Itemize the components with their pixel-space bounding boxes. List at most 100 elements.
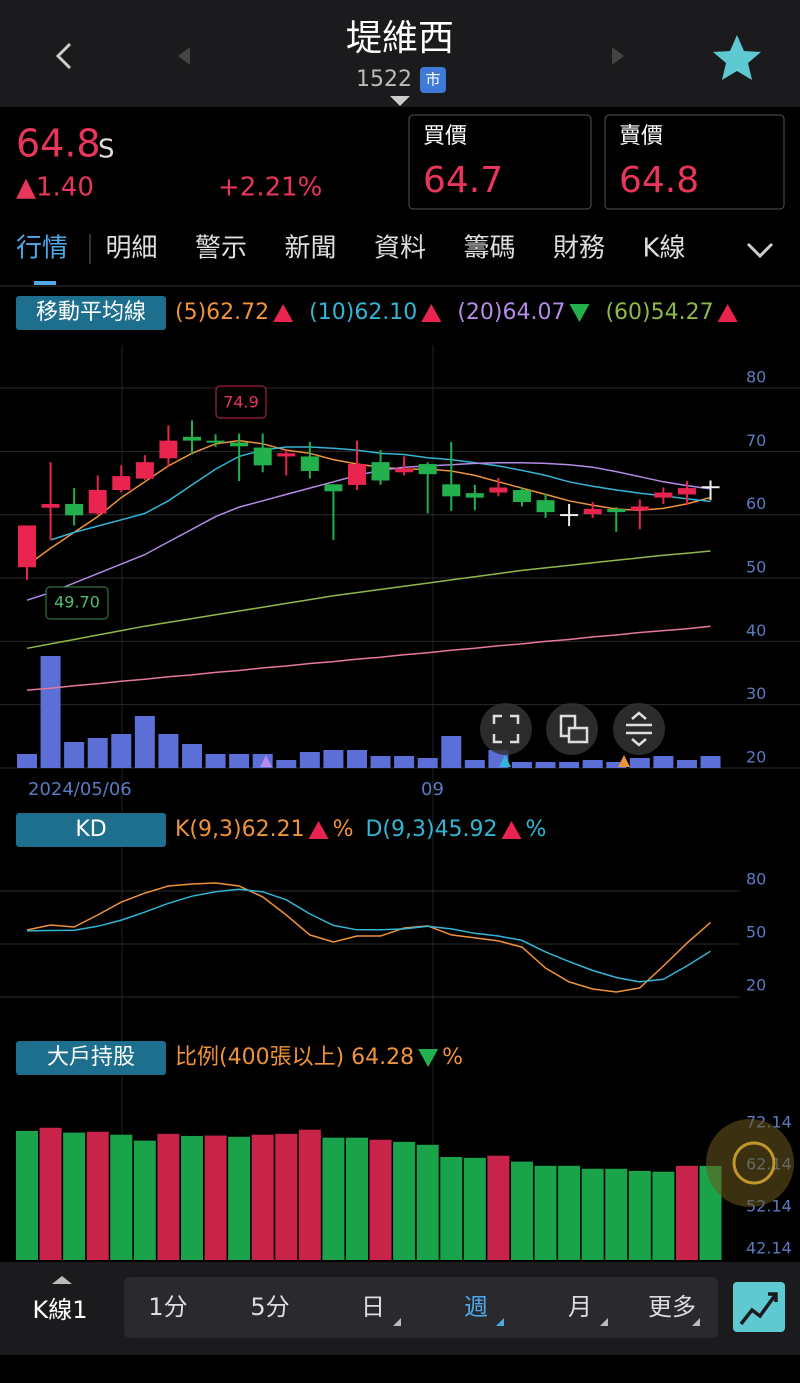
candle-body bbox=[607, 509, 626, 513]
candle-body bbox=[536, 500, 555, 513]
candle-body bbox=[65, 503, 84, 516]
tab-more[interactable] bbox=[746, 242, 774, 259]
annotation-box bbox=[215, 385, 267, 419]
legend-item: (5)62.72 bbox=[175, 300, 269, 325]
ma-line bbox=[26, 550, 711, 650]
volume-bar bbox=[64, 742, 85, 768]
tab[interactable]: K線 bbox=[643, 234, 686, 264]
holder-bar bbox=[39, 1127, 62, 1260]
period-items: 1分 5分 日 週 月 更多 bbox=[148, 1293, 700, 1326]
floating-button[interactable] bbox=[706, 1119, 794, 1207]
holder-bar bbox=[628, 1170, 651, 1260]
period-option[interactable]: 更多 bbox=[648, 1293, 696, 1321]
holder-bar bbox=[675, 1165, 698, 1260]
volume-bar bbox=[346, 750, 367, 768]
period-option[interactable]: 週 bbox=[464, 1293, 488, 1321]
holder-bar bbox=[251, 1134, 274, 1260]
bid: 64.7 bbox=[423, 160, 503, 201]
holder-bar bbox=[157, 1133, 180, 1260]
fullscreen-button[interactable] bbox=[480, 703, 532, 755]
tab[interactable]: 行情 bbox=[16, 234, 68, 264]
bid-label: 買價 bbox=[423, 124, 467, 149]
holder-bar bbox=[180, 1135, 203, 1260]
volume-bar bbox=[87, 738, 108, 768]
chart-tools bbox=[480, 703, 665, 755]
holder-bar bbox=[110, 1134, 133, 1260]
tab[interactable]: 警示 bbox=[195, 234, 247, 264]
tab[interactable]: 資料 bbox=[374, 234, 426, 264]
y-tick-label: 80 bbox=[746, 368, 766, 387]
dropdown-caret[interactable] bbox=[390, 96, 410, 106]
period-option[interactable]: 日 bbox=[361, 1293, 385, 1321]
period-caret bbox=[393, 1318, 401, 1326]
candle-body bbox=[253, 447, 272, 466]
signal-marker bbox=[260, 755, 272, 767]
toolbar-title[interactable]: K線1 bbox=[32, 1296, 87, 1324]
candle-body bbox=[347, 464, 366, 485]
panel-label: KD bbox=[75, 817, 106, 842]
volume-bar bbox=[582, 760, 603, 768]
fullscreen-icon bbox=[492, 714, 520, 744]
signal-marker bbox=[618, 755, 630, 767]
volume-bar bbox=[559, 762, 580, 768]
chart-type-icon bbox=[739, 1292, 778, 1326]
favorite-star[interactable] bbox=[713, 35, 761, 80]
period-option[interactable]: 月 bbox=[568, 1293, 592, 1321]
bid-box bbox=[408, 114, 592, 210]
prev-stock[interactable] bbox=[178, 47, 190, 65]
candle-body bbox=[112, 476, 131, 491]
candle-body bbox=[182, 436, 201, 441]
volume-bar bbox=[158, 734, 179, 768]
volume-bar bbox=[229, 754, 250, 768]
kd-chart: KD K(9,3)62.21% D(9,3)45.92 % 80 50 20 bbox=[0, 813, 766, 998]
candle-body bbox=[442, 484, 461, 497]
y-tick-label: 20 bbox=[746, 748, 766, 767]
x-label: 2024/05/06 bbox=[28, 779, 132, 800]
volume-bar bbox=[700, 756, 721, 768]
tab[interactable]: 明細 bbox=[106, 234, 158, 264]
chart-type-button[interactable] bbox=[733, 1282, 785, 1332]
back-button[interactable] bbox=[55, 42, 72, 70]
candle-body bbox=[88, 490, 107, 514]
period-option[interactable]: 1分 bbox=[148, 1293, 187, 1321]
tab[interactable]: 籌碼 bbox=[464, 234, 516, 264]
tab[interactable]: 財務 bbox=[553, 234, 605, 264]
y-tick-label: 80 bbox=[746, 869, 766, 888]
toolbar-caret bbox=[52, 1276, 72, 1284]
market-badge-text: 市 bbox=[425, 71, 440, 89]
panel-label: 移動平均線 bbox=[36, 300, 146, 325]
trend-arrow bbox=[421, 304, 442, 322]
candle-body bbox=[512, 490, 531, 503]
period-bar bbox=[124, 1277, 718, 1338]
holder-bar bbox=[63, 1132, 86, 1260]
volume-bar bbox=[441, 736, 462, 768]
resize-icon bbox=[626, 711, 652, 747]
holder-bar bbox=[393, 1141, 416, 1260]
annotation-low: 49.70 bbox=[54, 593, 100, 612]
next-stock[interactable] bbox=[612, 47, 624, 65]
candle-body bbox=[18, 525, 36, 568]
holder-bar bbox=[581, 1168, 604, 1260]
ask: 64.8 bbox=[619, 160, 699, 201]
tab[interactable]: 新聞 bbox=[285, 234, 337, 264]
x-label: 09 bbox=[421, 779, 444, 800]
candle-body bbox=[560, 514, 579, 517]
volume-bar bbox=[276, 760, 297, 768]
change-pct: +2.21% bbox=[218, 173, 322, 203]
volume-bar bbox=[323, 750, 344, 768]
volume-bar bbox=[653, 756, 674, 768]
holder-bar bbox=[510, 1161, 533, 1260]
legend-item: 比例(400張以上) 64.28 bbox=[175, 1045, 414, 1070]
market-badge bbox=[420, 67, 446, 93]
legend-unit: % bbox=[333, 817, 354, 842]
legend-item: (10)62.10 bbox=[309, 300, 417, 325]
header-bg bbox=[0, 0, 800, 107]
volume-bar bbox=[299, 752, 320, 768]
y-tick-label: 42.14 bbox=[746, 1238, 792, 1257]
tab-bar: 行情明細警示新聞資料籌碼財務K線討論 bbox=[16, 234, 784, 285]
resize-button[interactable] bbox=[613, 703, 665, 755]
period-option[interactable]: 5分 bbox=[250, 1293, 289, 1321]
candle-body bbox=[465, 493, 484, 498]
